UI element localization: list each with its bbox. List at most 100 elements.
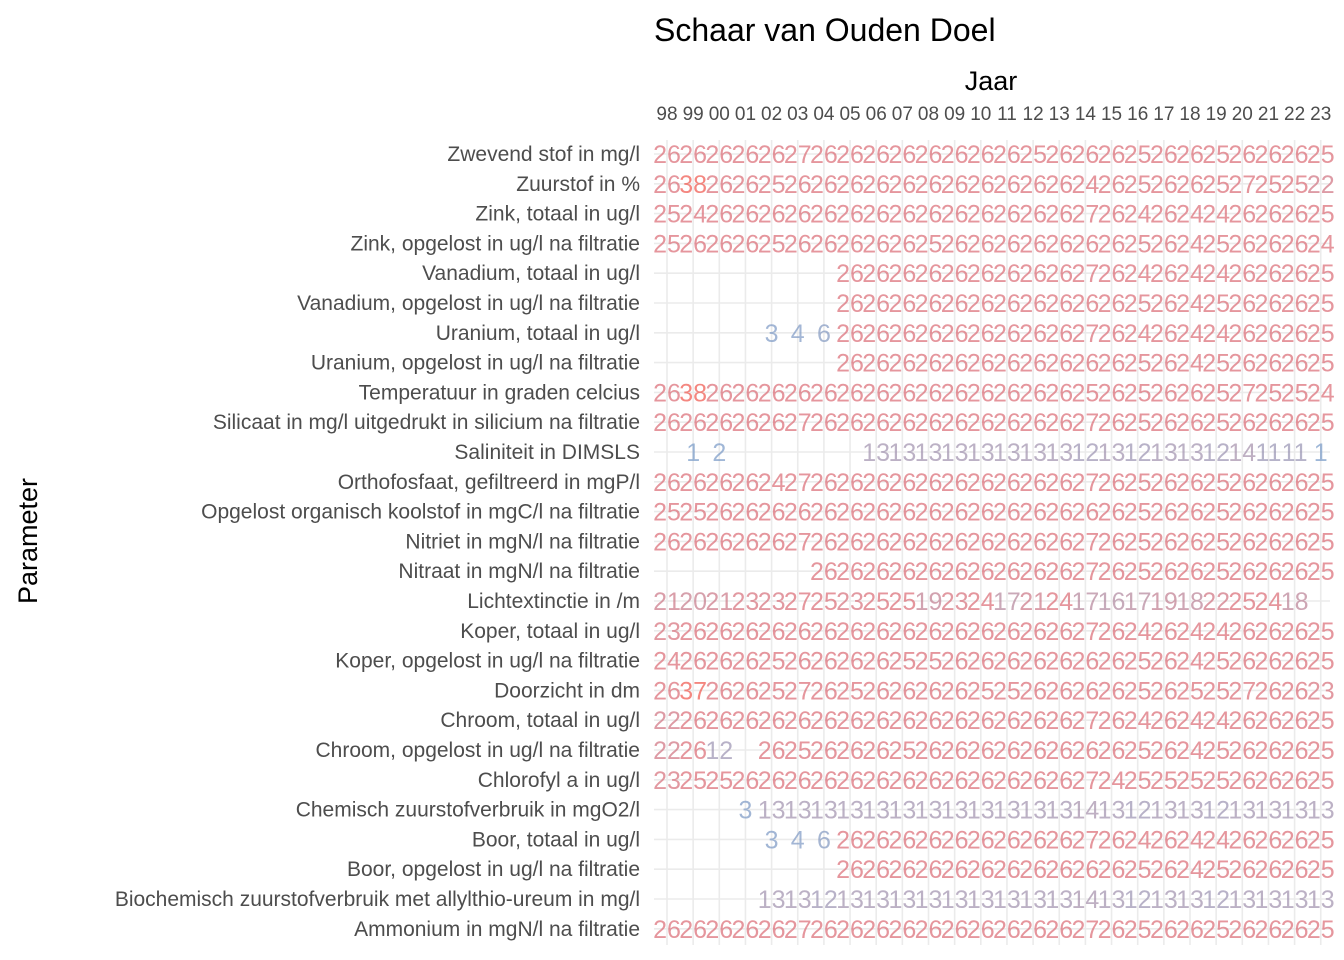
cell-value: 26 xyxy=(915,290,943,318)
cell-value: 26 xyxy=(758,409,786,437)
cell-value: 26 xyxy=(1019,350,1047,378)
cell-value: 26 xyxy=(1255,618,1283,646)
cell-value: 26 xyxy=(1045,648,1073,676)
cell-value: 26 xyxy=(967,469,995,497)
cell-value: 26 xyxy=(758,528,786,556)
cell-value: 26 xyxy=(993,260,1021,288)
cell-value: 27 xyxy=(1071,320,1099,348)
cell-value: 26 xyxy=(1228,528,1256,556)
cell-value: 14 xyxy=(1228,439,1256,467)
cell-value: 26 xyxy=(1281,558,1309,586)
cell-value: 17 xyxy=(1124,588,1152,616)
cell-value: 26 xyxy=(653,528,681,556)
cell-value: 23 xyxy=(653,767,681,795)
y-tick-label: Chlorofyl a in ug/l xyxy=(478,769,640,792)
cell-value: 26 xyxy=(993,290,1021,318)
cell-value: 26 xyxy=(1098,916,1126,944)
cell-value: 26 xyxy=(679,618,707,646)
cell-value: 26 xyxy=(862,916,890,944)
cell-value: 13 xyxy=(1255,886,1283,914)
cell-value: 26 xyxy=(993,558,1021,586)
cell-value: 26 xyxy=(941,320,969,348)
cell-value: 12 xyxy=(1202,886,1230,914)
cell-value: 26 xyxy=(1019,379,1047,407)
cell-value: 24 xyxy=(1124,260,1152,288)
cell-value: 26 xyxy=(888,469,916,497)
cell-value: 25 xyxy=(1281,171,1309,199)
cell-value: 25 xyxy=(1202,856,1230,884)
cell-value: 26 xyxy=(1071,499,1099,527)
cell-value: 25 xyxy=(1255,171,1283,199)
cell-value: 26 xyxy=(1150,558,1178,586)
cell-value: 26 xyxy=(1255,916,1283,944)
cell-value: 24 xyxy=(1124,618,1152,646)
cell-value: 12 xyxy=(1124,797,1152,825)
cell-value: 26 xyxy=(1176,469,1204,497)
cell-value: 26 xyxy=(1150,469,1178,497)
cell-value: 25 xyxy=(784,737,812,765)
y-tick-label: Temperatuur in graden celcius xyxy=(359,381,640,404)
cell-value: 26 xyxy=(1045,677,1073,705)
cell-value: 26 xyxy=(1045,230,1073,258)
cell-value: 26 xyxy=(836,469,864,497)
cell-value: 26 xyxy=(1045,290,1073,318)
cell-value: 13 xyxy=(1176,439,1204,467)
cell-value: 26 xyxy=(836,648,864,676)
cell-value: 26 xyxy=(1281,856,1309,884)
cell-value: 26 xyxy=(993,767,1021,795)
cell-value: 26 xyxy=(784,707,812,735)
cell-value: 26 xyxy=(1228,618,1256,646)
cell-value: 26 xyxy=(836,618,864,646)
cell-value: 26 xyxy=(1045,707,1073,735)
cell-value: 26 xyxy=(1045,260,1073,288)
cell-value: 11 xyxy=(1282,439,1308,467)
cell-value: 26 xyxy=(836,528,864,556)
cell-value: 12 xyxy=(1202,797,1230,825)
cell-value: 27 xyxy=(1071,201,1099,229)
cell-value: 25 xyxy=(810,588,838,616)
x-tick-label: 07 xyxy=(892,104,913,125)
cell-value: 26 xyxy=(1019,558,1047,586)
cell-value: 25 xyxy=(1124,379,1152,407)
cell-value: 26 xyxy=(732,618,760,646)
cell-value: 13 xyxy=(1098,797,1126,825)
cell-value: 26 xyxy=(1019,171,1047,199)
cell-value: 26 xyxy=(888,558,916,586)
cell-value: 26 xyxy=(679,528,707,556)
cell-value: 21 xyxy=(705,588,733,616)
cell-value: 26 xyxy=(915,201,943,229)
cell-value: 22 xyxy=(653,707,681,735)
cell-value: 26 xyxy=(810,767,838,795)
cell-value: 26 xyxy=(758,737,786,765)
cell-value: 13 xyxy=(941,797,969,825)
cell-value: 26 xyxy=(941,916,969,944)
cell-value: 26 xyxy=(993,707,1021,735)
cell-value: 26 xyxy=(705,409,733,437)
cell-value: 26 xyxy=(888,290,916,318)
cell-value: 25 xyxy=(1124,677,1152,705)
cell-value: 26 xyxy=(836,409,864,437)
cell-value: 27 xyxy=(784,588,812,616)
cell-value: 22 xyxy=(1202,588,1230,616)
cell-value: 26 xyxy=(993,499,1021,527)
cell-value: 26 xyxy=(784,230,812,258)
cell-value: 26 xyxy=(967,201,995,229)
cell-value: 26 xyxy=(941,767,969,795)
cell-value: 27 xyxy=(784,528,812,556)
cell-value: 24 xyxy=(1176,320,1204,348)
cell-value: 24 xyxy=(1071,171,1099,199)
cell-value: 26 xyxy=(705,707,733,735)
cell-value: 25 xyxy=(1307,707,1335,735)
cell-value: 25 xyxy=(1124,558,1152,586)
cell-value: 17 xyxy=(1071,588,1099,616)
cell-value: 26 xyxy=(941,707,969,735)
x-tick-label: 13 xyxy=(1049,104,1070,125)
cell-value: 25 xyxy=(1124,856,1152,884)
cell-value: 26 xyxy=(1228,260,1256,288)
cell-value: 24 xyxy=(1176,201,1204,229)
cell-value: 13 xyxy=(888,797,916,825)
cell-value: 19 xyxy=(1150,588,1178,616)
cell-value: 13 xyxy=(1281,886,1309,914)
cell-value: 25 xyxy=(1124,767,1152,795)
cell-value: 24 xyxy=(1202,260,1230,288)
